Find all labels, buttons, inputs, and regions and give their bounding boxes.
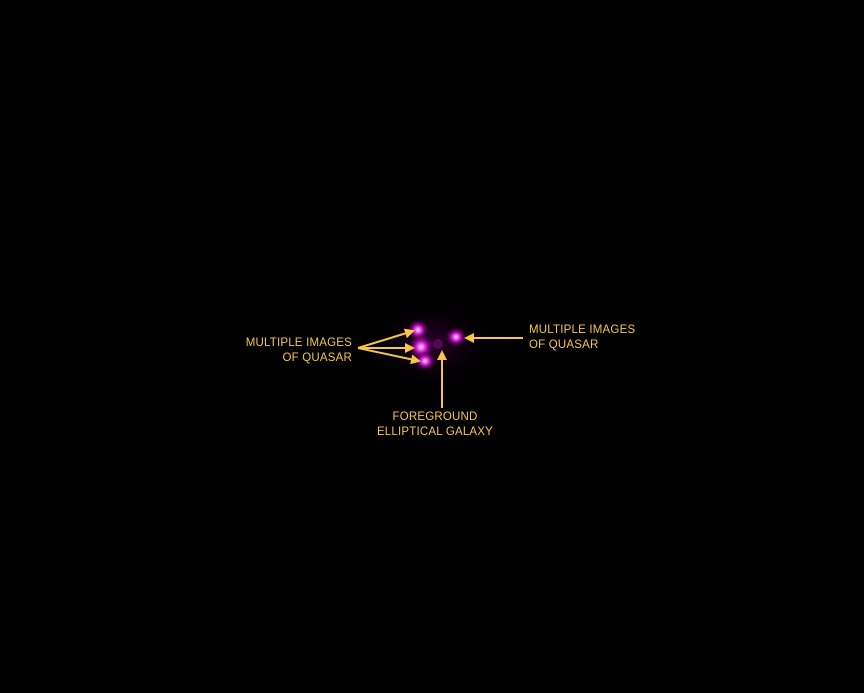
label-right-line2: OF QUASAR (529, 339, 599, 351)
label-quasar-images-right: MULTIPLE IMAGES OF QUASAR (529, 323, 635, 353)
arrow-left-top (357, 328, 415, 349)
label-foreground-galaxy: FOREGROUND ELLIPTICAL GALAXY (368, 410, 502, 440)
label-right-line1: MULTIPLE IMAGES (529, 324, 636, 336)
label-bottom-line1: FOREGROUND (392, 411, 478, 423)
foreground-galaxy (433, 339, 443, 349)
label-bottom-line2: ELLIPTICAL GALAXY (376, 426, 494, 438)
quasar-image-d (445, 327, 467, 347)
label-left-line1: MULTIPLE IMAGES (245, 337, 352, 349)
label-left-line2: OF QUASAR (282, 352, 352, 364)
label-quasar-images-left: MULTIPLE IMAGES OF QUASAR (236, 336, 352, 366)
arrow-left-bottom (357, 347, 421, 365)
